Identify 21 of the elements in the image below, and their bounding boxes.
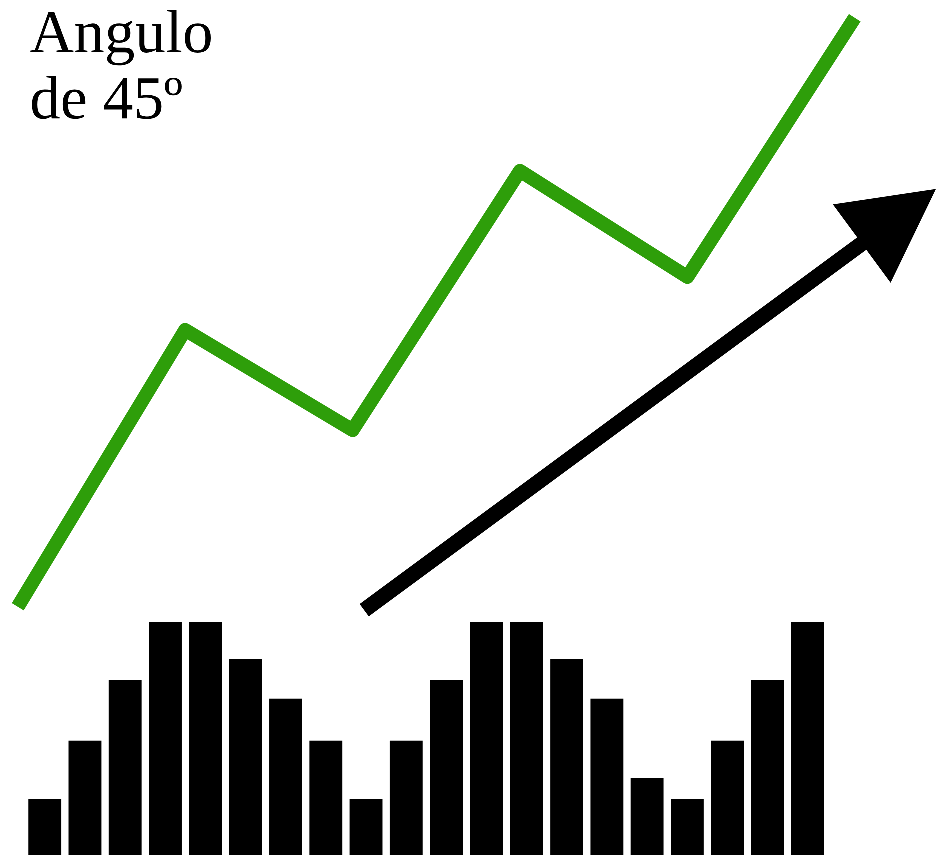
bar	[711, 740, 744, 855]
bar	[28, 799, 62, 855]
bar	[108, 680, 142, 855]
bar	[590, 698, 624, 855]
bar	[671, 799, 704, 855]
bar	[149, 622, 182, 855]
bar	[791, 622, 824, 855]
bar	[430, 680, 464, 855]
bar	[510, 622, 544, 855]
bar	[68, 740, 102, 855]
chart-title: Angulo de 45º	[30, 10, 212, 120]
bar	[229, 659, 262, 855]
bar	[270, 698, 302, 855]
bar	[550, 659, 584, 855]
bar	[310, 740, 343, 855]
bar	[390, 740, 423, 855]
bar	[189, 622, 222, 855]
bar	[470, 622, 504, 855]
bar	[751, 680, 784, 855]
bar	[350, 799, 383, 855]
bar	[630, 778, 664, 855]
